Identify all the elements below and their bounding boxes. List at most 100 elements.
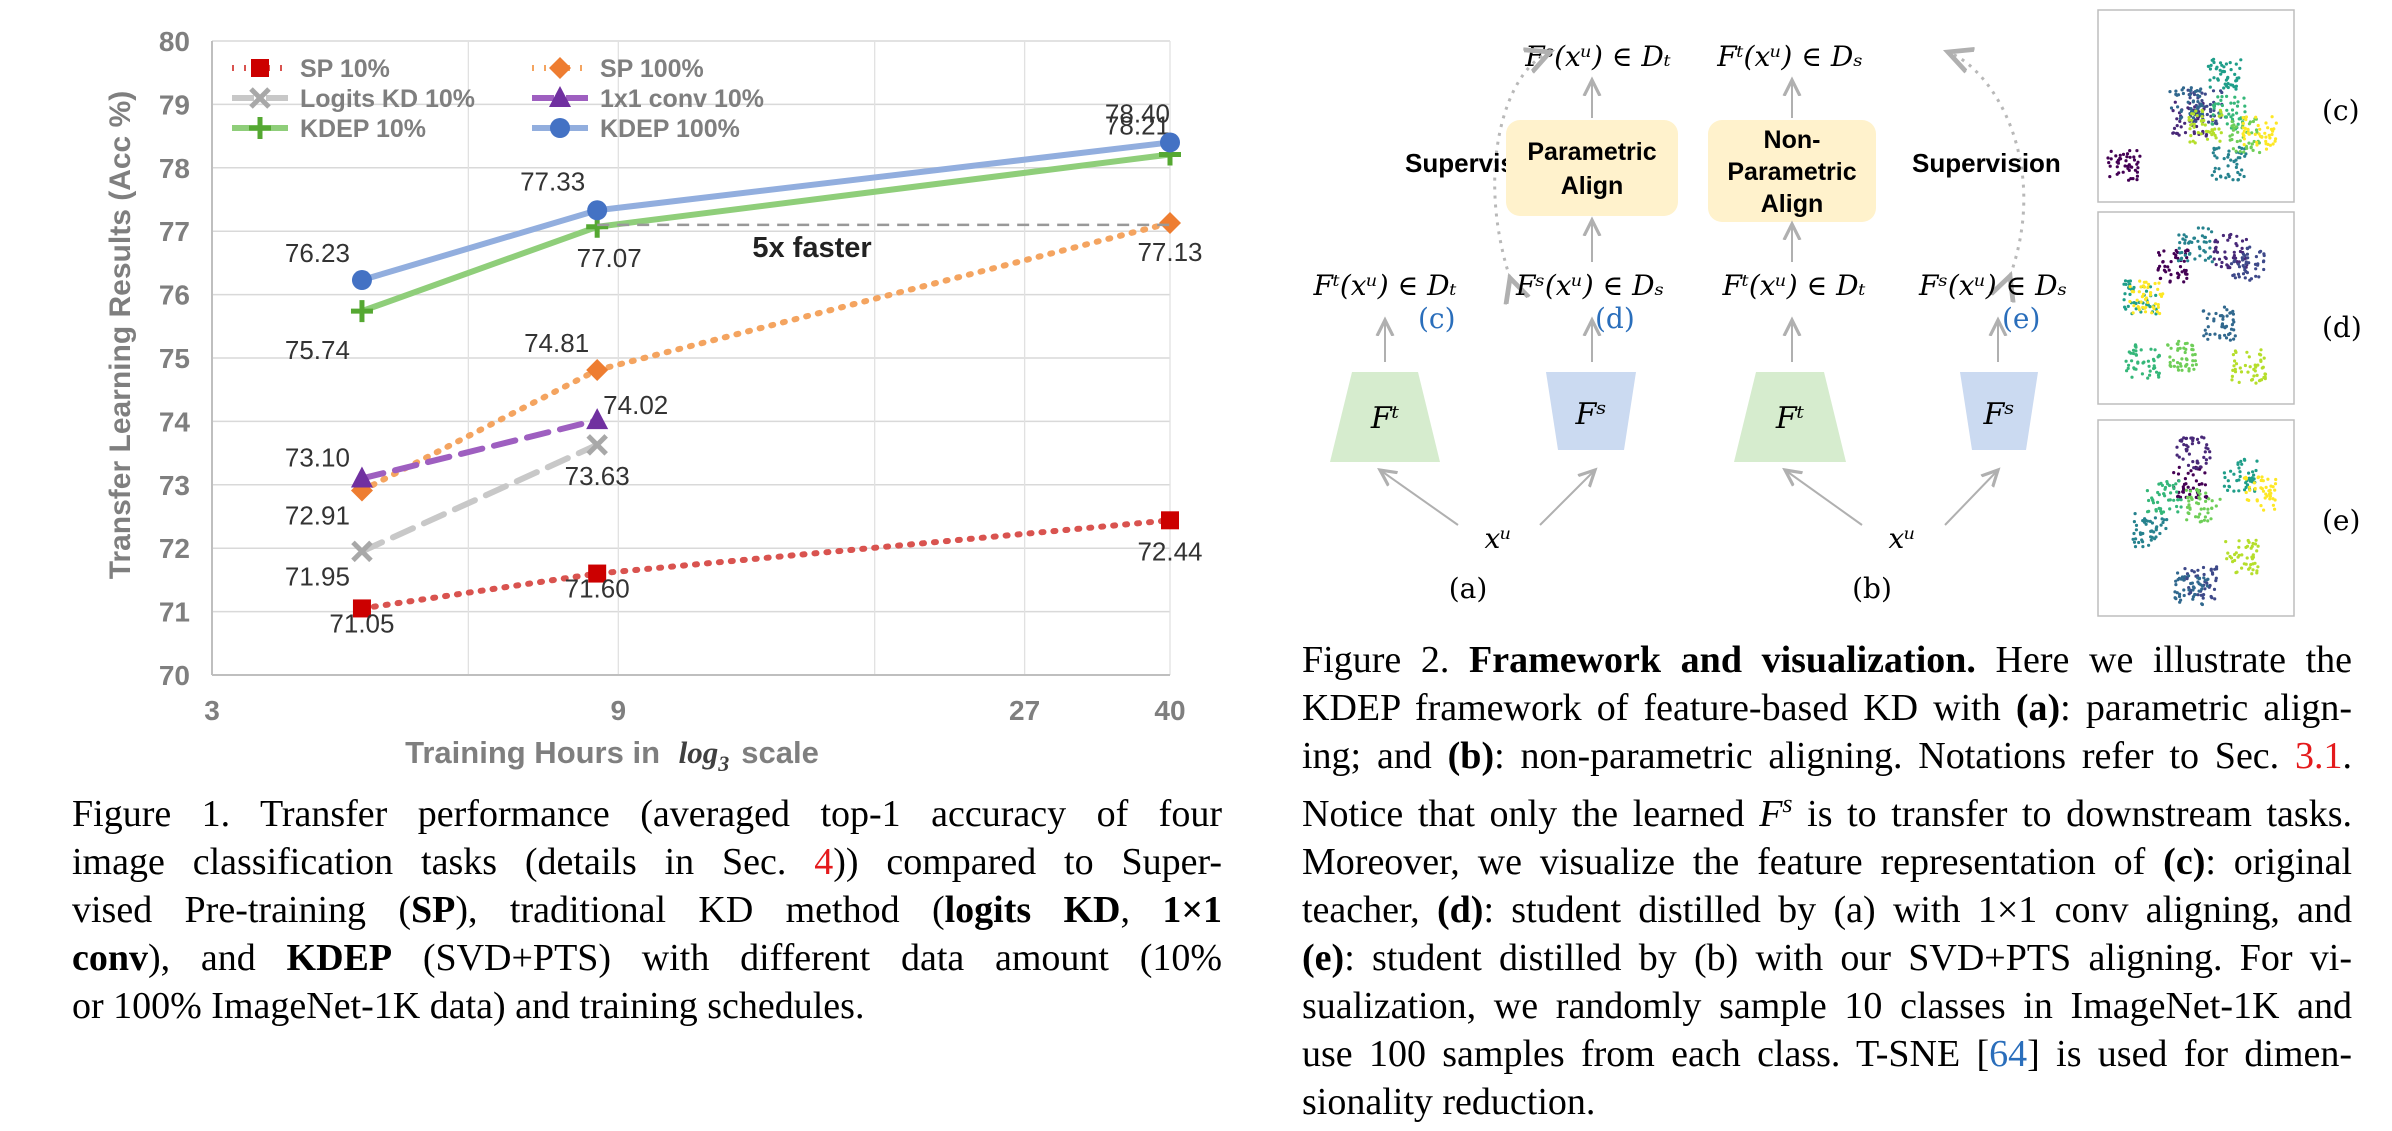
section-ref[interactable]: 4 — [814, 841, 834, 883]
tsne-point — [2247, 476, 2251, 480]
tsne-point — [2237, 275, 2241, 279]
tsne-point — [2183, 121, 2187, 125]
tsne-point — [2261, 365, 2265, 369]
tsne-point — [2187, 452, 2191, 456]
tsne-point — [2176, 571, 2180, 575]
tsne-point — [2210, 173, 2214, 177]
input-a: xᵘ — [1485, 522, 1512, 555]
tsne-point — [2176, 348, 2180, 352]
tsne-point — [2228, 233, 2232, 237]
data-label-0-2: 72.44 — [1137, 536, 1202, 566]
tsne-point — [2144, 522, 2148, 526]
tsne-point — [2195, 114, 2199, 118]
tsne-point — [2221, 233, 2225, 238]
tsne-point — [2211, 89, 2216, 93]
tsne-point — [2233, 334, 2237, 338]
tsne-point — [2274, 137, 2278, 141]
figure2-diagram: Fˢ(xᵘ) ∈ Dₜ Fᵗ(xᵘ) ∈ Dₛ Supervision Supe… — [1312, 9, 2362, 617]
tsne-point — [2147, 509, 2151, 513]
tsne-scatter-c — [2106, 57, 2278, 182]
tsne-point — [2196, 239, 2200, 243]
tsne-point — [2149, 291, 2153, 295]
tsne-point — [2205, 316, 2209, 320]
tsne-point — [2175, 271, 2180, 275]
tsne-point — [2181, 91, 2185, 96]
tsne-point — [2191, 473, 2195, 477]
tsne-point — [2180, 368, 2184, 372]
tsne-point — [2130, 359, 2134, 363]
tsne-point — [2122, 298, 2126, 302]
tsne-point — [2169, 106, 2174, 110]
y-tick-71: 71 — [159, 597, 190, 628]
y-tick-72: 72 — [159, 533, 190, 564]
tsne-point — [2210, 499, 2214, 503]
tsne-point — [2227, 174, 2231, 178]
tsne-point — [2206, 511, 2210, 515]
tsne-point — [2188, 89, 2192, 93]
figure2-caption: Figure 2. Framework and visualization. H… — [1302, 639, 2353, 1123]
tsne-point — [2266, 142, 2270, 146]
tsne-point — [2152, 364, 2156, 368]
tsne-point — [2133, 545, 2138, 549]
tsne-point — [2227, 112, 2231, 116]
tsne-point — [2138, 279, 2142, 283]
section-ref-3-1[interactable]: 3.1 — [2295, 735, 2343, 777]
tsne-point — [2242, 265, 2246, 269]
tsne-point — [2149, 535, 2153, 539]
tsne-point — [2134, 353, 2138, 357]
tsne-point — [2167, 268, 2171, 272]
tsne-point — [2268, 136, 2272, 140]
tsne-point — [2115, 165, 2119, 169]
tsne-point — [2227, 149, 2231, 153]
tsne-point — [2202, 334, 2206, 338]
tsne-point — [2199, 507, 2203, 511]
tsne-point — [2191, 99, 2195, 103]
tsne-point — [2190, 569, 2194, 573]
tsne-point — [2220, 260, 2224, 265]
tsne-point — [2226, 488, 2230, 492]
y-tick-80: 80 — [159, 26, 190, 57]
tsne-point — [2158, 253, 2162, 257]
legend-label-3: 1x1 conv 10% — [600, 85, 764, 113]
tsne-point — [2209, 63, 2213, 67]
tsne-point — [2244, 152, 2248, 156]
tsne-point — [2237, 545, 2241, 549]
tsne-point — [2191, 139, 2195, 143]
tsne-point — [2242, 129, 2246, 133]
tsne-point — [2242, 174, 2246, 179]
tsne-point — [2182, 593, 2186, 598]
tsne-point — [2218, 139, 2222, 143]
tsne-point — [2152, 366, 2156, 371]
tsne-point — [2237, 145, 2241, 149]
tsne-point — [2233, 72, 2237, 76]
tsne-point — [2273, 488, 2277, 492]
tsne-point — [2268, 497, 2272, 501]
tsne-point — [2168, 360, 2172, 365]
citation-ref-64[interactable]: 64 — [1989, 1033, 2028, 1075]
tsne-point — [2213, 332, 2217, 336]
tsne-point — [2168, 279, 2172, 283]
tsne-point — [2108, 175, 2112, 179]
tsne-point — [2141, 305, 2145, 309]
tsne-point — [2208, 456, 2212, 460]
tsne-point — [2157, 281, 2161, 285]
tsne-point — [2254, 128, 2259, 132]
tsne-point — [2204, 240, 2208, 244]
tsne-point — [2203, 578, 2207, 582]
tsne-point — [2231, 113, 2235, 117]
tsne-point — [2248, 566, 2252, 570]
tsne-point — [2174, 597, 2178, 601]
tsne-point — [2238, 173, 2242, 177]
tsne-point — [2195, 437, 2200, 441]
tsne-point — [2203, 587, 2207, 591]
tsne-point — [2247, 355, 2251, 359]
tsne-point — [2251, 541, 2255, 546]
tsne-point — [2228, 554, 2232, 559]
tsne-point — [2204, 491, 2208, 495]
tsne-point — [2174, 89, 2178, 93]
tsne-point — [2178, 265, 2183, 269]
tsne-point — [2239, 459, 2243, 463]
tsne-point — [2254, 115, 2258, 119]
tsne-point — [2123, 292, 2127, 296]
